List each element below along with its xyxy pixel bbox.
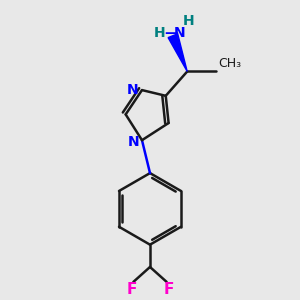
Text: —: — [164,26,178,40]
Text: H: H [154,26,166,40]
Text: F: F [164,282,174,297]
Text: N: N [128,135,139,148]
Polygon shape [168,34,187,71]
Text: N: N [173,26,185,40]
Text: H: H [183,14,194,28]
Text: F: F [126,282,136,297]
Text: CH₃: CH₃ [218,57,241,70]
Text: N: N [127,83,139,97]
